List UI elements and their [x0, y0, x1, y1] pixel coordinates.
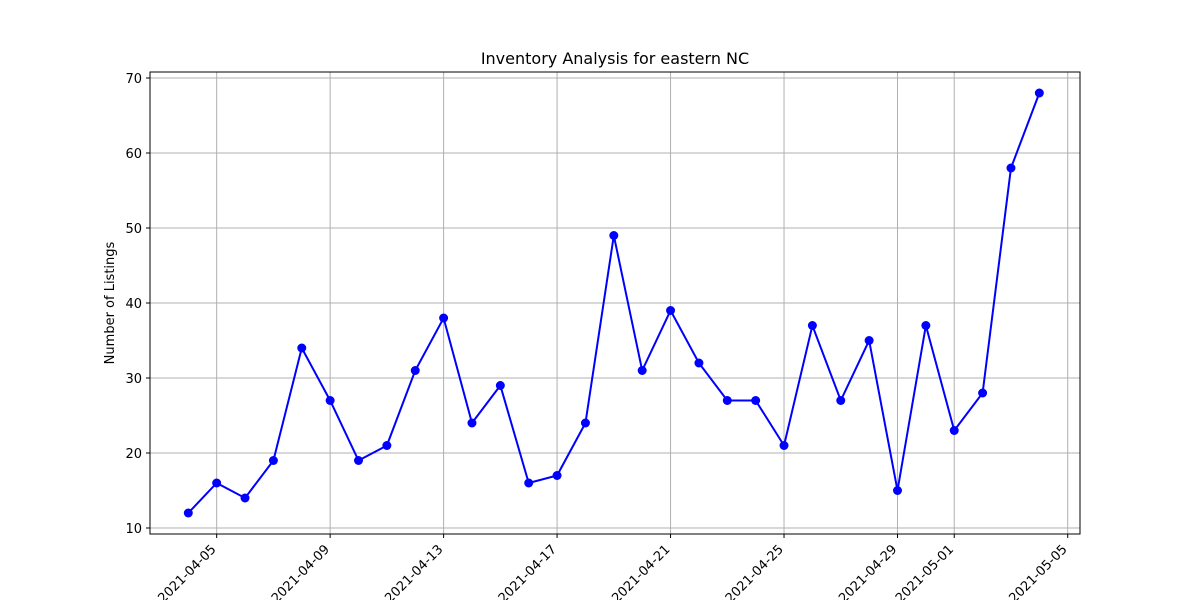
data-point — [495, 381, 505, 390]
data-point — [609, 231, 619, 240]
data-point — [807, 321, 817, 330]
data-point — [467, 418, 477, 428]
x-tick-label: 2021-04-17 — [496, 542, 560, 600]
y-tick-label: 40 — [125, 297, 142, 312]
data-point — [864, 336, 874, 345]
grid — [150, 72, 1080, 534]
y-tick-label: 10 — [125, 522, 142, 537]
data-point — [410, 366, 420, 375]
x-tick-label: 2021-04-13 — [382, 542, 446, 600]
y-tick-label: 70 — [125, 72, 142, 87]
data-point — [978, 388, 988, 398]
data-point — [836, 396, 846, 405]
x-tick-label: 2021-05-05 — [1006, 542, 1070, 600]
y-tick-label: 50 — [125, 222, 142, 237]
data-point — [524, 478, 534, 488]
y-axis-label: Number of Listings — [103, 241, 118, 364]
data-point — [892, 486, 902, 495]
x-tick-label: 2021-04-21 — [609, 542, 673, 600]
data-point — [1006, 163, 1016, 173]
y-tick-label: 60 — [125, 147, 142, 162]
data-point — [666, 306, 676, 315]
x-tick-label: 2021-04-05 — [155, 542, 219, 600]
data-point — [921, 321, 931, 330]
data-point — [751, 396, 761, 405]
data-point — [694, 358, 704, 368]
data-point — [354, 456, 364, 465]
data-point — [240, 493, 250, 503]
x-tick-label: 2021-04-25 — [723, 542, 787, 600]
data-point — [212, 478, 222, 488]
data-point — [183, 508, 193, 518]
x-tick-label: 2021-04-29 — [836, 542, 900, 600]
x-tick-label: 2021-04-09 — [269, 542, 333, 600]
data-point — [268, 456, 278, 465]
data-point — [439, 313, 449, 323]
data-point — [297, 343, 307, 353]
x-tick-label: 2021-05-01 — [893, 542, 957, 600]
data-point — [637, 366, 647, 375]
chart-title: Inventory Analysis for eastern NC — [481, 49, 749, 68]
y-tick-label: 30 — [125, 372, 142, 387]
data-point — [1034, 88, 1044, 98]
series-group — [183, 88, 1044, 518]
data-point — [779, 441, 789, 450]
data-point — [325, 396, 335, 405]
data-point — [580, 418, 590, 428]
data-point — [722, 396, 732, 405]
data-point — [552, 471, 562, 480]
data-point — [382, 441, 392, 450]
y-tick-label: 20 — [125, 447, 142, 462]
data-point — [949, 426, 959, 435]
